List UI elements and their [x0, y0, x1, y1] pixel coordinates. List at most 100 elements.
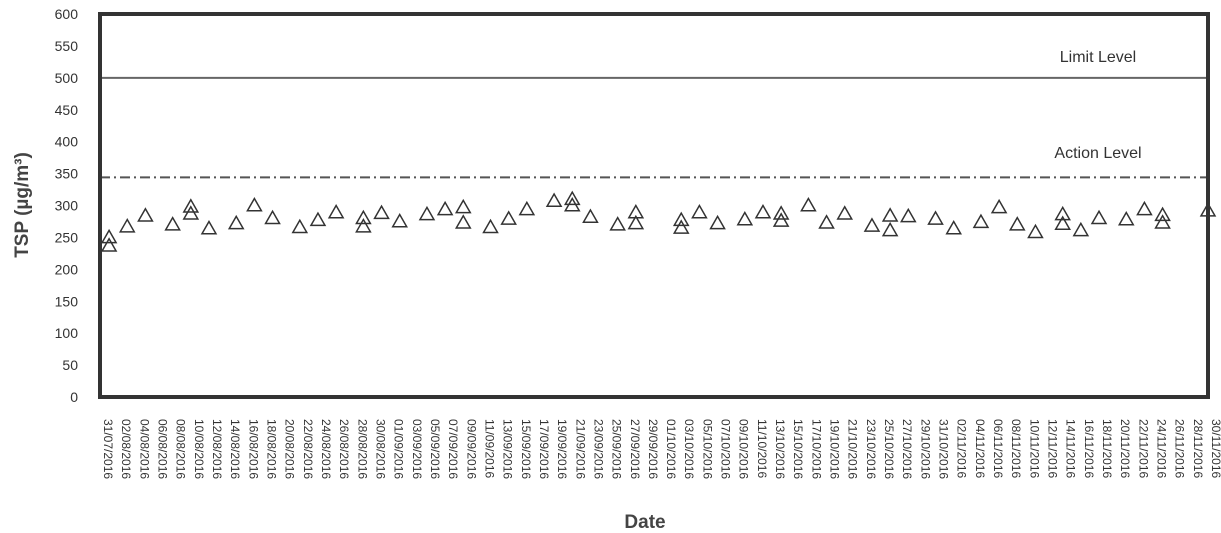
x-tick-label: 19/10/2016: [828, 419, 842, 479]
y-tick-label: 0: [70, 389, 78, 405]
x-tick-label: 09/10/2016: [737, 419, 751, 479]
x-tick-label: 07/10/2016: [719, 419, 733, 479]
data-point: [800, 196, 817, 212]
data-point: [1072, 221, 1090, 237]
x-axis-ticks: 31/07/2016 02/08/2016 04/08/2016 06/08/2016…: [101, 419, 1221, 479]
data-point: [291, 218, 309, 234]
x-tick-label: 13/10/2016: [773, 419, 787, 479]
y-tick-label: 400: [55, 134, 79, 150]
x-tick-label: 06/08/2016: [155, 419, 169, 479]
data-point: [900, 207, 917, 223]
data-points: [100, 190, 1217, 252]
x-tick-label: 05/10/2016: [700, 419, 714, 479]
data-point: [772, 205, 790, 220]
x-tick-label: 24/08/2016: [319, 419, 333, 479]
data-point: [500, 210, 517, 225]
data-point: [373, 204, 390, 220]
x-tick-label: 20/08/2016: [283, 419, 297, 479]
reference-line-label: Limit Level: [1060, 49, 1136, 66]
data-point: [482, 218, 499, 234]
data-point: [182, 205, 200, 220]
data-point: [355, 209, 372, 225]
x-tick-label: 01/09/2016: [392, 419, 406, 479]
x-tick-label: 02/11/2016: [955, 419, 969, 478]
x-tick-label: 20/11/2016: [1118, 419, 1132, 478]
data-point: [355, 218, 372, 233]
data-point: [545, 192, 563, 208]
data-point: [881, 207, 899, 222]
x-tick-label: 04/08/2016: [137, 419, 151, 479]
x-tick-label: 09/09/2016: [464, 419, 478, 479]
x-tick-label: 11/09/2016: [482, 419, 496, 478]
data-point: [672, 219, 690, 234]
x-tick-label: 08/08/2016: [174, 419, 188, 479]
data-point: [818, 214, 835, 229]
data-point: [881, 221, 899, 237]
x-tick-label: 28/08/2016: [355, 419, 369, 479]
x-tick-label: 12/08/2016: [210, 419, 224, 479]
data-point: [436, 200, 454, 216]
x-tick-label: 10/08/2016: [192, 419, 206, 479]
data-point: [990, 198, 1008, 214]
y-tick-label: 500: [55, 70, 79, 86]
y-tick-label: 300: [55, 198, 79, 214]
data-point: [627, 214, 645, 230]
x-tick-label: 21/09/2016: [573, 419, 587, 479]
data-point: [327, 204, 345, 219]
x-tick-label: 16/11/2016: [1082, 419, 1096, 478]
x-tick-label: 18/11/2016: [1100, 419, 1114, 478]
x-axis-title: Date: [624, 512, 665, 533]
reference-line-label: Action Level: [1054, 145, 1141, 162]
data-point: [754, 204, 772, 219]
y-tick-label: 150: [55, 293, 79, 309]
data-point: [118, 218, 136, 233]
x-tick-label: 29/09/2016: [646, 419, 660, 479]
data-point: [709, 214, 726, 230]
x-tick-label: 22/11/2016: [1136, 419, 1150, 478]
data-point: [691, 204, 708, 219]
y-tick-label: 250: [55, 229, 79, 245]
data-point: [137, 207, 154, 222]
data-point: [200, 219, 218, 235]
data-point: [391, 212, 408, 228]
data-point: [736, 211, 754, 226]
reference-lines: Limit Level Action Level: [100, 49, 1208, 179]
data-point: [1090, 209, 1108, 225]
data-point: [927, 210, 944, 225]
data-point: [836, 205, 854, 220]
data-point: [518, 200, 536, 216]
x-tick-label: 14/11/2016: [1064, 419, 1078, 478]
data-point: [1027, 223, 1044, 239]
data-point: [246, 196, 263, 212]
x-tick-label: 12/11/2016: [1046, 419, 1060, 478]
x-tick-label: 05/09/2016: [428, 419, 442, 479]
y-tick-label: 450: [55, 102, 79, 118]
y-tick-label: 100: [55, 325, 79, 341]
x-tick-label: 31/10/2016: [937, 419, 951, 479]
x-tick-label: 17/09/2016: [537, 419, 551, 479]
x-tick-label: 30/11/2016: [1209, 419, 1221, 478]
x-tick-label: 23/09/2016: [591, 419, 605, 479]
data-point: [454, 198, 472, 214]
x-tick-label: 28/11/2016: [1191, 419, 1205, 478]
x-tick-label: 24/11/2016: [1155, 419, 1169, 478]
data-point: [563, 196, 581, 212]
x-tick-label: 16/08/2016: [246, 419, 260, 479]
x-tick-label: 21/10/2016: [846, 419, 860, 479]
y-tick-label: 600: [55, 6, 79, 22]
x-tick-label: 15/10/2016: [791, 419, 805, 479]
data-point: [227, 214, 245, 230]
data-point: [182, 198, 200, 213]
x-tick-label: 23/10/2016: [864, 419, 878, 479]
x-tick-label: 07/09/2016: [446, 419, 460, 479]
x-tick-label: 19/09/2016: [555, 419, 569, 479]
data-point: [1008, 216, 1026, 231]
y-axis-title: TSP (µg/m³): [12, 152, 33, 258]
data-point: [945, 219, 962, 235]
data-point: [100, 237, 118, 252]
data-point: [164, 216, 181, 231]
x-tick-label: 25/10/2016: [882, 419, 896, 479]
x-tick-label: 22/08/2016: [301, 419, 315, 479]
data-point: [1054, 205, 1071, 221]
